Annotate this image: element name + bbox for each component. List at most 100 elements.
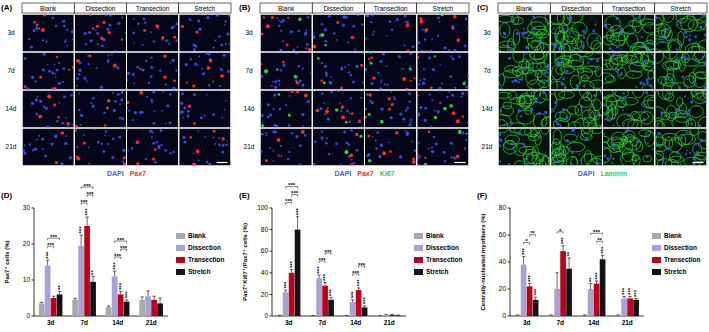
nucleus: [431, 38, 433, 40]
nucleus: [333, 32, 336, 35]
nucleus: [212, 113, 215, 116]
error-bar: [634, 298, 637, 299]
nucleus: [101, 143, 103, 145]
positive-cell: [350, 36, 354, 40]
positive-cell: [163, 75, 166, 78]
fiber-outline: [580, 91, 590, 98]
micrograph: [417, 53, 468, 90]
nucleus: [467, 122, 469, 125]
positive-cell: [340, 87, 343, 90]
nucleus: [324, 65, 327, 68]
bar: [106, 307, 112, 316]
positive-cell: [195, 31, 198, 34]
micrograph-bg: [417, 15, 468, 52]
error-bar: [85, 217, 88, 226]
nucleus: [635, 86, 637, 88]
nucleus: [592, 30, 595, 33]
chart: (F)Centrally-nucleated myofibers (%)0204…: [477, 191, 701, 326]
nucleus: [321, 62, 323, 64]
fiber-outline: [559, 91, 575, 98]
nucleus: [433, 136, 436, 139]
error-bar: [567, 258, 570, 269]
nucleus: [655, 16, 657, 19]
nucleus: [522, 32, 525, 35]
nucleus: [406, 21, 409, 24]
nucleus: [169, 62, 171, 64]
micrograph: [365, 15, 416, 52]
significance-star: **: [57, 285, 63, 290]
nucleus: [646, 156, 649, 159]
nucleus: [128, 110, 130, 112]
fiber-outline: [503, 102, 512, 109]
stain-name: DAPI: [578, 170, 595, 177]
error-bar: [290, 270, 293, 273]
fiber-outline: [499, 41, 516, 52]
nucleus: [607, 119, 610, 122]
nucleus: [305, 29, 307, 31]
positive-cell: [388, 108, 391, 111]
column-header: Dissection: [323, 5, 353, 12]
nucleus: [142, 68, 145, 71]
chart: (E)Pax7⁺Ki67⁺/Pax7⁺ cells (%)02040608010…: [239, 182, 463, 326]
nucleus: [297, 30, 300, 33]
bar: [515, 315, 521, 316]
error-bar: [351, 300, 354, 302]
nucleus: [464, 81, 466, 83]
comparison-label: ***: [291, 190, 299, 196]
bar: [600, 259, 606, 316]
fiber-outline: [655, 15, 664, 26]
nucleus: [657, 141, 659, 143]
positive-cell: [41, 28, 45, 32]
nucleus: [159, 69, 161, 71]
nucleus: [551, 153, 552, 155]
micrograph: [179, 53, 230, 90]
nucleus: [170, 152, 173, 155]
nucleus: [30, 46, 33, 49]
fiber-outline: [655, 144, 666, 151]
stain-legend: DAPILaminin: [578, 170, 628, 177]
nucleus: [365, 15, 368, 18]
nucleus: [121, 117, 124, 120]
micrograph: [261, 91, 312, 128]
nucleus: [193, 152, 195, 154]
positive-cell: [412, 160, 416, 164]
nucleus: [570, 113, 572, 115]
nucleus: [676, 151, 679, 154]
panel-label: (B): [239, 3, 250, 12]
micrograph-bg: [551, 53, 602, 90]
micrograph: [75, 129, 126, 166]
micrograph: [499, 91, 550, 128]
nucleus: [106, 28, 109, 31]
nucleus: [213, 137, 215, 139]
nucleus: [690, 101, 693, 104]
significance-star: ***: [112, 262, 118, 270]
y-tick: [270, 294, 273, 295]
significance-star: **: [90, 270, 96, 275]
y-axis-title: Centrally-nucleated myofibers (%): [480, 213, 486, 310]
nucleus: [695, 83, 697, 85]
nucleus: [341, 66, 343, 68]
nucleus: [523, 28, 525, 30]
y-axis-title: Pax7⁺ cells (%): [4, 240, 10, 283]
comparison-label: ***: [358, 262, 366, 268]
bar: [72, 300, 78, 316]
annotations: ****************************************…: [45, 183, 130, 298]
fiber-outline: [553, 154, 566, 162]
nucleus: [112, 137, 115, 140]
y-tick-label: 20: [23, 240, 31, 247]
nucleus: [538, 112, 541, 115]
nucleus: [229, 42, 231, 44]
nucleus: [382, 53, 385, 56]
fiber-outline: [513, 53, 524, 63]
significance-star: ***: [124, 291, 130, 299]
fiber-outline: [564, 53, 570, 62]
fiber-outline: [577, 41, 584, 50]
column-header-box: [260, 3, 312, 13]
nucleus: [148, 82, 151, 85]
nucleus: [671, 80, 673, 82]
nucleus: [117, 93, 120, 96]
nucleus: [428, 57, 431, 60]
nucleus: [553, 110, 555, 112]
nucleus: [357, 15, 360, 17]
nucleus: [592, 125, 594, 127]
